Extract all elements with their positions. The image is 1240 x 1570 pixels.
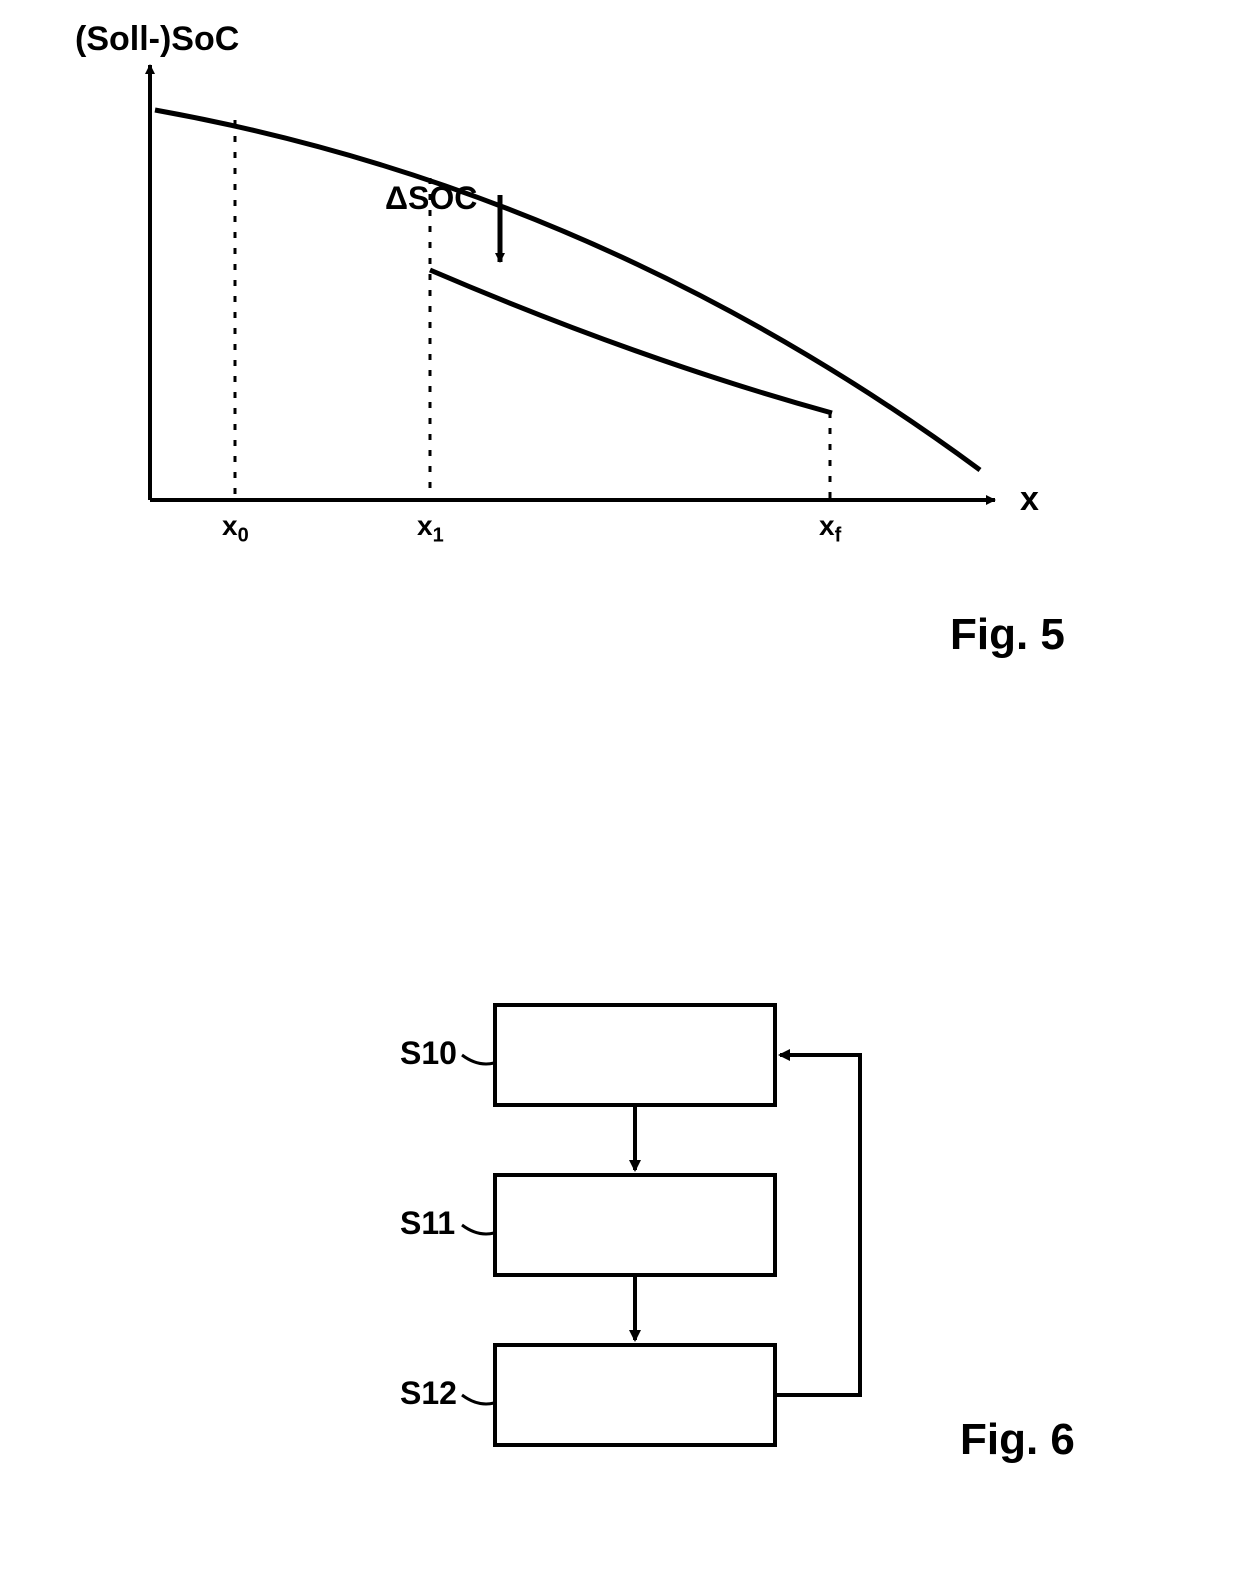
tick-x0-main: x <box>222 510 238 541</box>
label-s10-text: S10 <box>400 1035 457 1071</box>
leader-s10 <box>460 1047 500 1077</box>
fig5-label: Fig. 5 <box>950 610 1065 660</box>
fig6-label: Fig. 6 <box>960 1415 1075 1465</box>
x-axis-label: x <box>1020 480 1039 519</box>
tick-x0: x0 <box>222 510 249 548</box>
feedback-path <box>775 1055 860 1395</box>
label-s11: S11 <box>400 1205 455 1242</box>
tick-xf-sub: f <box>835 525 842 547</box>
leader-s11 <box>460 1217 500 1247</box>
tick-x1-main: x <box>417 510 433 541</box>
label-s10: S10 <box>400 1035 457 1072</box>
label-s11-text: S11 <box>400 1205 455 1241</box>
tick-x1-sub: 1 <box>433 525 444 547</box>
page: (Soll-)SoC x ΔSOC x0 x1 xf Fig. 5 S10 <box>0 0 1240 1570</box>
label-s12: S12 <box>400 1375 457 1412</box>
label-s12-text: S12 <box>400 1375 457 1411</box>
fig5-chart <box>0 0 1240 700</box>
box-s12 <box>495 1345 775 1445</box>
box-s11 <box>495 1175 775 1275</box>
leader-s12 <box>460 1387 500 1417</box>
tick-xf: xf <box>819 510 841 548</box>
curve-main <box>155 110 980 470</box>
tick-x1: x1 <box>417 510 444 548</box>
box-s10 <box>495 1005 775 1105</box>
curve-branch <box>430 270 832 413</box>
tick-x0-sub: 0 <box>238 525 249 547</box>
delta-soc-label: ΔSOC <box>385 180 477 217</box>
y-axis-label: (Soll-)SoC <box>75 20 239 59</box>
tick-xf-main: x <box>819 510 835 541</box>
fig6-flowchart <box>0 970 1240 1570</box>
